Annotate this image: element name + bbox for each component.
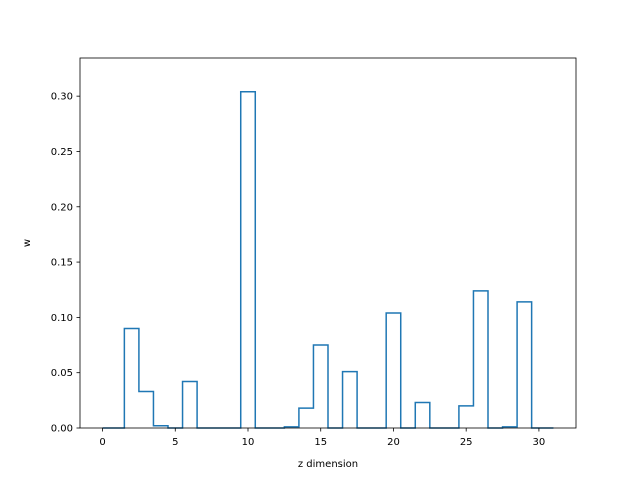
x-tick-label: 0: [99, 437, 105, 448]
y-tick-label: 0.30: [51, 92, 73, 103]
x-tick-label: 15: [314, 437, 327, 448]
x-axis: 0 5 10 15 20 25 30: [99, 428, 545, 448]
y-tick-label: 0.00: [51, 424, 73, 435]
y-axis-label: w: [22, 239, 33, 247]
x-tick-label: 25: [460, 437, 473, 448]
x-tick-label: 20: [387, 437, 400, 448]
x-axis-label: z dimension: [298, 459, 358, 470]
x-tick-label: 5: [172, 437, 178, 448]
y-tick-label: 0.05: [51, 368, 73, 379]
y-tick-label: 0.10: [51, 313, 73, 324]
y-tick-label: 0.15: [51, 258, 73, 269]
x-tick-label: 10: [242, 437, 255, 448]
y-tick-label: 0.20: [51, 202, 73, 213]
y-axis: 0.00 0.05 0.10 0.15 0.20 0.25 0.30: [51, 92, 80, 435]
y-tick-label: 0.25: [51, 147, 73, 158]
x-tick-label: 30: [533, 437, 546, 448]
plot-frame: [79, 57, 577, 429]
